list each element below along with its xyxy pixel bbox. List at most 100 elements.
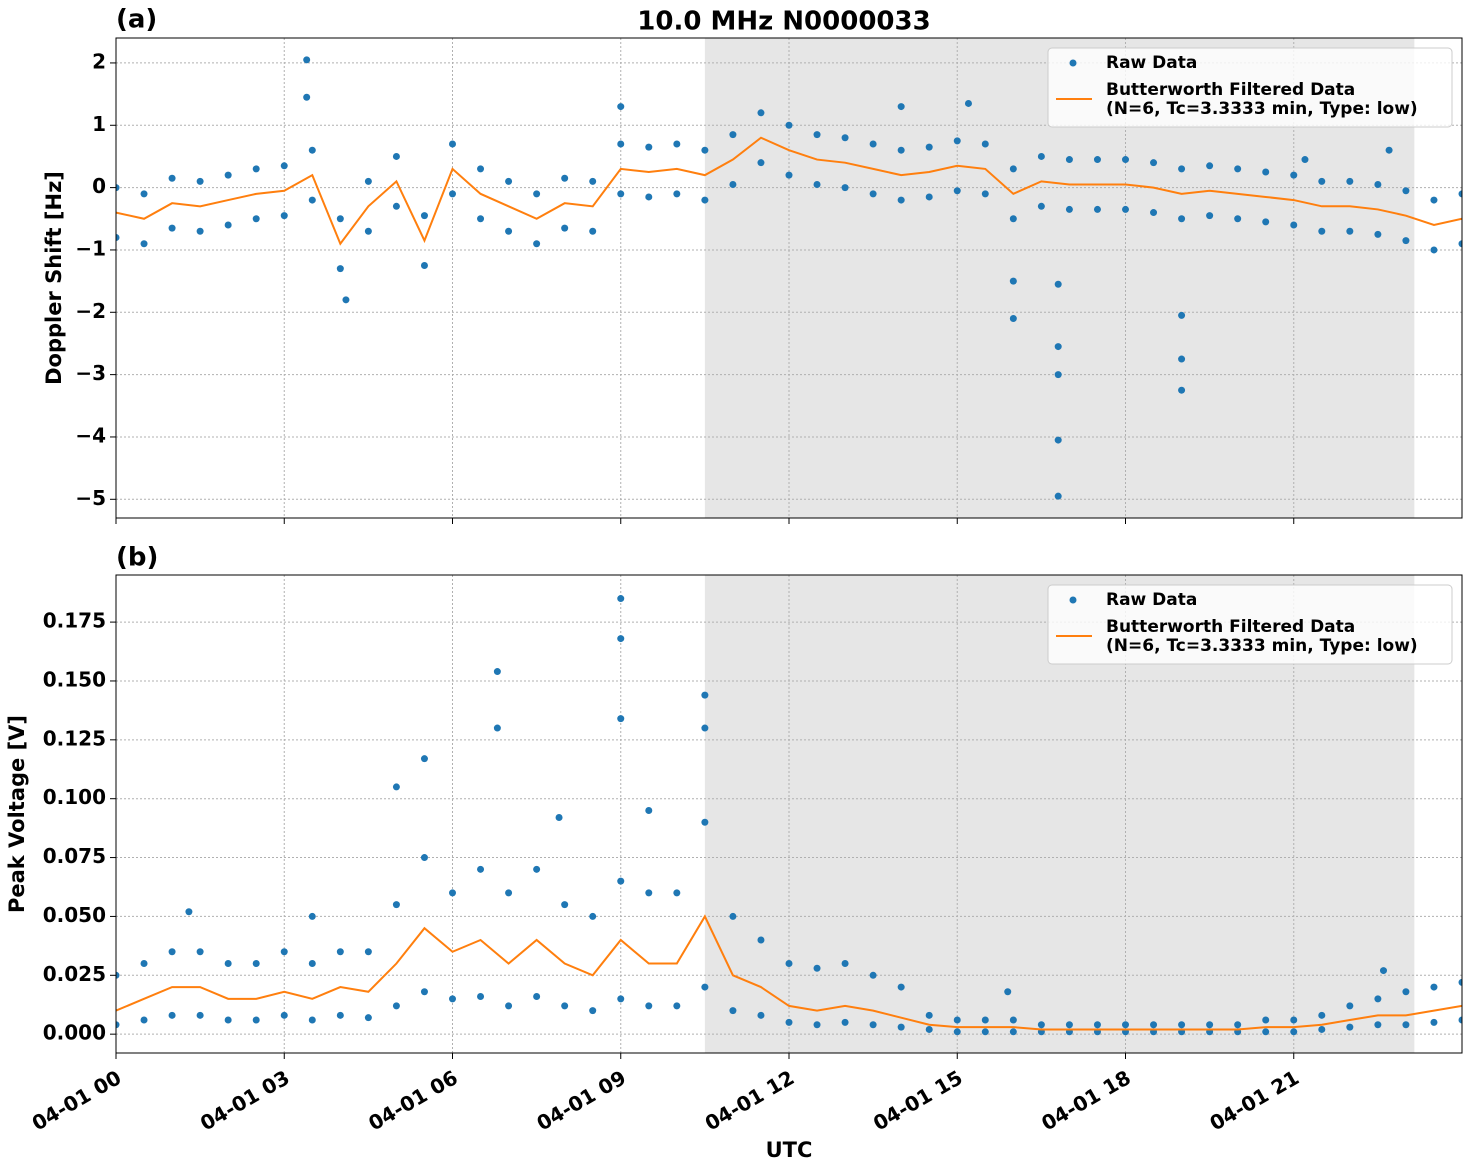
x-tick-label: 04-01 12 — [701, 1065, 799, 1135]
raw-point — [392, 1002, 400, 1010]
raw-point — [477, 865, 485, 873]
raw-point — [196, 948, 204, 956]
raw-point — [981, 140, 989, 148]
raw-point — [1262, 1016, 1270, 1024]
raw-point — [1290, 171, 1298, 179]
raw-point — [1178, 386, 1186, 394]
raw-point — [1054, 492, 1062, 500]
legend-label: Butterworth Filtered Data (N=6, Tc=3.3333… — [1106, 80, 1418, 119]
raw-point — [953, 1016, 961, 1024]
raw-point — [1054, 280, 1062, 288]
x-axis-label: UTC — [766, 1138, 813, 1162]
raw-point — [533, 865, 541, 873]
raw-point — [1122, 205, 1129, 213]
raw-point — [303, 93, 311, 101]
raw-point — [308, 1016, 316, 1024]
raw-point — [1458, 978, 1462, 986]
raw-point — [1150, 1021, 1158, 1029]
y-tick-label: −4 — [75, 423, 106, 447]
raw-point — [140, 1016, 148, 1024]
raw-point — [1318, 1011, 1326, 1019]
raw-point — [533, 992, 541, 1000]
raw-point — [897, 146, 905, 154]
y-tick-label: −3 — [75, 361, 106, 385]
raw-point — [116, 233, 120, 241]
raw-point — [392, 152, 400, 160]
raw-point — [1093, 205, 1101, 213]
raw-point — [561, 224, 569, 232]
raw-point — [1054, 343, 1062, 351]
raw-point — [1054, 371, 1062, 379]
raw-point — [1430, 983, 1438, 991]
raw-point — [1234, 215, 1242, 223]
raw-point — [1430, 196, 1438, 204]
raw-point — [280, 948, 288, 956]
raw-point — [981, 190, 989, 198]
raw-point — [645, 1002, 653, 1010]
y-tick-label: 0.050 — [43, 903, 106, 927]
raw-point — [336, 948, 344, 956]
raw-point — [561, 901, 569, 909]
raw-point — [140, 190, 148, 198]
raw-point — [555, 814, 563, 822]
raw-point — [1290, 1016, 1298, 1024]
raw-point — [1402, 237, 1410, 245]
raw-point — [1178, 1021, 1186, 1029]
raw-point — [252, 960, 260, 968]
raw-point — [168, 948, 176, 956]
raw-point — [785, 960, 793, 968]
x-tick-label: 04-01 00 — [28, 1065, 126, 1135]
raw-point — [1346, 177, 1354, 185]
raw-point — [1065, 205, 1073, 213]
raw-point — [1290, 1028, 1298, 1036]
raw-point — [981, 1016, 989, 1024]
raw-point — [869, 190, 877, 198]
x-tick-label: 04-01 06 — [364, 1065, 462, 1135]
raw-point — [981, 1028, 989, 1036]
y-tick-label: 0.150 — [43, 667, 106, 691]
raw-point — [196, 1011, 204, 1019]
raw-point — [477, 992, 485, 1000]
raw-point — [701, 196, 709, 204]
raw-point — [364, 177, 372, 185]
raw-point — [1379, 967, 1387, 975]
raw-point — [1430, 1018, 1438, 1026]
raw-point — [364, 227, 372, 235]
raw-point — [196, 227, 204, 235]
raw-point — [1065, 156, 1073, 164]
raw-point — [392, 901, 400, 909]
raw-point — [589, 1007, 597, 1015]
raw-point — [477, 215, 485, 223]
raw-point — [1318, 1025, 1326, 1033]
raw-point — [336, 215, 344, 223]
raw-point — [1402, 988, 1410, 996]
x-tick-label: 04-01 09 — [532, 1065, 630, 1135]
legend-label-line: (N=6, Tc=3.3333 min, Type: low) — [1106, 99, 1418, 119]
raw-point — [1178, 355, 1186, 363]
legend-label-line: Butterworth Filtered Data — [1106, 617, 1355, 637]
legend-label-line: Butterworth Filtered Data — [1106, 80, 1355, 100]
filtered-line — [116, 914, 1462, 1031]
raw-point — [224, 171, 232, 179]
raw-point — [645, 143, 653, 151]
raw-point — [140, 960, 148, 968]
raw-point — [449, 140, 456, 148]
raw-point — [533, 240, 541, 248]
raw-point — [1262, 168, 1270, 176]
raw-point — [116, 971, 120, 979]
raw-point — [869, 140, 877, 148]
raw-point — [1065, 1021, 1073, 1029]
legend-label-line: (N=6, Tc=3.3333 min, Type: low) — [1106, 636, 1418, 656]
raw-point — [589, 177, 597, 185]
raw-point — [1374, 995, 1382, 1003]
raw-point — [449, 995, 456, 1003]
panel: −5 −4 −3 −2 −1 0 1 2 (a) Doppler Shift [Hz] Raw Da… — [42, 5, 1463, 524]
x-tick-label: 04-01 15 — [869, 1065, 967, 1135]
raw-point — [477, 165, 485, 173]
y-tick-label: 0.175 — [43, 609, 106, 633]
raw-point — [897, 983, 905, 991]
raw-point — [1374, 180, 1382, 188]
raw-point — [252, 165, 260, 173]
raw-point — [420, 262, 428, 270]
